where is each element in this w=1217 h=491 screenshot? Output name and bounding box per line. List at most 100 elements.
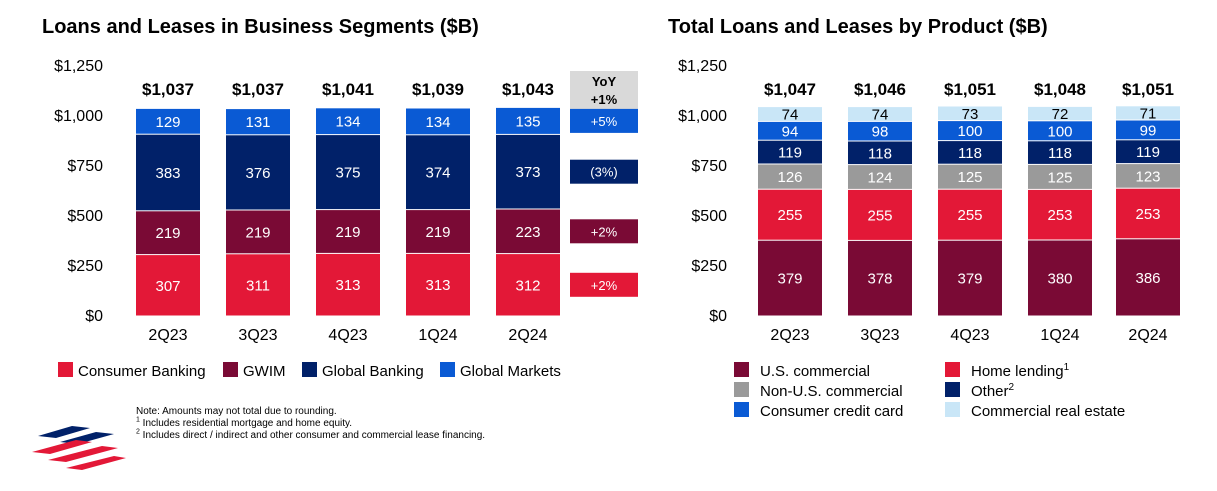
segments-value-global-banking-4q23: 375 (335, 165, 360, 182)
products-value-u-s-commercial-2q24: 386 (1135, 270, 1160, 287)
segments-bar-global-banking-4q23 (316, 135, 380, 210)
products-bar-commercial-real-estate-1q24 (1028, 106, 1092, 121)
products-value-home-lending-2q24: 253 (1135, 206, 1160, 223)
segments-bar-consumer-banking-2q24 (496, 254, 560, 316)
products-y-tick-1250: $1,250 (678, 58, 727, 75)
segments-y-tick-1250: $1,250 (54, 58, 103, 75)
products-value-commercial-real-estate-1q24: 72 (1052, 106, 1069, 123)
products-value-other-2q24: 119 (1136, 144, 1160, 161)
products-legend-label-non-u-s-commercial: Non-U.S. commercial (760, 383, 903, 400)
segments-x-axis: 2Q23 3Q23 4Q23 1Q24 2Q24 (148, 327, 547, 344)
products-value-non-u-s-commercial-4q23: 125 (957, 169, 982, 186)
segments-value-global-banking-2q23: 383 (155, 165, 180, 182)
yoy-change-consumer-banking: +2% (591, 278, 618, 293)
segments-value-gwim-3q23: 219 (245, 224, 270, 241)
segments-x-label-4q23: 4Q23 (328, 327, 367, 344)
products-value-consumer-credit-card-1q24: 100 (1047, 123, 1072, 140)
segments-bar-global-banking-2q24 (496, 134, 560, 209)
products-legend-swatch-u-s-commercial (734, 362, 749, 377)
products-x-label-4q23: 4Q23 (950, 327, 989, 344)
products-bar-consumer-credit-card-1q24 (1028, 121, 1092, 141)
products-bar-other-3q23 (848, 141, 912, 165)
products-total-4q23: $1,051 (944, 80, 996, 99)
products-bar-commercial-real-estate-4q23 (938, 106, 1002, 121)
products-value-consumer-credit-card-2q24: 99 (1140, 122, 1157, 139)
segments-value-global-markets-3q23: 131 (245, 114, 270, 131)
segments-bar-gwim-2q23 (136, 211, 200, 255)
segments-value-global-markets-1q24: 134 (425, 114, 450, 131)
products-value-u-s-commercial-4q23: 379 (957, 271, 982, 288)
products-y-tick-750: $750 (691, 158, 727, 175)
products-legend-label-consumer-credit-card: Consumer credit card (760, 403, 903, 420)
yoy-total-change: +1% (591, 92, 618, 107)
yoy-box-global-banking (570, 159, 638, 184)
segments-bar-consumer-banking-4q23 (316, 253, 380, 316)
segments-total-4q23: $1,041 (322, 80, 374, 99)
segments-bar-global-markets-3q23 (226, 109, 290, 135)
segments-bar-consumer-banking-3q23 (226, 254, 290, 316)
products-total-3q23: $1,046 (854, 80, 906, 99)
products-y-axis: $0 $250 $500 $750 $1,000 $1,250 (678, 58, 727, 325)
products-bar-other-2q24 (1116, 140, 1180, 164)
products-legend-swatch-non-u-s-commercial (734, 382, 749, 397)
segments-y-tick-500: $500 (67, 208, 103, 225)
products-value-u-s-commercial-3q23: 378 (867, 271, 892, 288)
products-total-1q24: $1,048 (1034, 80, 1086, 99)
segments-value-consumer-banking-2q23: 307 (155, 278, 180, 295)
products-value-non-u-s-commercial-1q24: 125 (1047, 169, 1072, 186)
products-value-other-2q23: 119 (778, 145, 802, 162)
segments-value-consumer-banking-4q23: 313 (335, 277, 360, 294)
segments-bar-global-markets-1q24 (406, 108, 470, 135)
segments-bar-global-markets-2q24 (496, 107, 560, 134)
segments-value-global-banking-2q24: 373 (515, 164, 540, 181)
products-totals: $1,047 $1,046 $1,051 $1,048 $1,051 (764, 80, 1174, 99)
segments-legend-swatch-global-banking (302, 362, 317, 377)
products-y-tick-1000: $1,000 (678, 108, 727, 125)
yoy-header: YoY (592, 74, 617, 89)
products-legend-label-commercial-real-estate: Commercial real estate (971, 403, 1125, 420)
segments-bar-global-markets-4q23 (316, 108, 380, 135)
segments-y-axis: $0 $250 $500 $750 $1,000 $1,250 (54, 58, 103, 325)
segments-bar-consumer-banking-2q23 (136, 255, 200, 316)
segments-total-2q24: $1,043 (502, 80, 554, 99)
products-bar-consumer-credit-card-4q23 (938, 121, 1002, 141)
products-y-tick-500: $500 (691, 208, 727, 225)
segments-value-global-markets-4q23: 134 (335, 114, 360, 131)
yoy-change-global-banking: (3%) (590, 165, 617, 180)
segments-x-label-2q23: 2Q23 (148, 327, 187, 344)
segments-value-consumer-banking-1q24: 313 (425, 277, 450, 294)
segments-total-2q23: $1,037 (142, 80, 194, 99)
segments-value-consumer-banking-2q24: 312 (515, 277, 540, 294)
products-value-home-lending-4q23: 255 (957, 207, 982, 224)
segments-bar-global-banking-3q23 (226, 135, 290, 210)
segments-legend-label-global-markets: Global Markets (460, 363, 561, 380)
bank-flag-logo (32, 426, 126, 470)
products-legend-swatch-other (945, 382, 960, 397)
products-value-consumer-credit-card-3q23: 98 (872, 124, 889, 141)
products-value-non-u-s-commercial-2q23: 126 (777, 169, 802, 186)
products-y-tick-250: $250 (691, 258, 727, 275)
products-bar-non-u-s-commercial-1q24 (1028, 164, 1092, 189)
products-value-commercial-real-estate-2q24: 71 (1140, 105, 1157, 122)
products-value-consumer-credit-card-4q23: 100 (957, 123, 982, 140)
segments-y-tick-0: $0 (85, 308, 103, 325)
segments-legend-swatch-gwim (223, 362, 238, 377)
products-bar-other-1q24 (1028, 141, 1092, 164)
segments-legend-label-global-banking: Global Banking (322, 363, 424, 380)
products-bar-non-u-s-commercial-3q23 (848, 165, 912, 189)
yoy-header-box (570, 71, 638, 109)
products-x-label-2q23: 2Q23 (770, 327, 809, 344)
segments-chart: Loans and Leases in Business Segments ($… (42, 16, 638, 380)
note-other: 2 Includes direct / indirect and other c… (136, 428, 486, 441)
products-legend-label-other: Other2 (971, 382, 1015, 400)
products-bar-non-u-s-commercial-2q24 (1116, 164, 1180, 188)
segments-legend-label-gwim: GWIM (243, 363, 286, 380)
products-bar-consumer-credit-card-2q24 (1116, 120, 1180, 140)
yoy-box-global-markets (570, 108, 638, 133)
segments-totals: $1,037 $1,037 $1,041 $1,039 $1,043 (142, 80, 554, 99)
products-bar-commercial-real-estate-2q23 (758, 107, 822, 121)
products-bar-consumer-credit-card-3q23 (848, 121, 912, 141)
segments-bar-global-markets-2q23 (136, 108, 200, 134)
segments-x-label-3q23: 3Q23 (238, 327, 277, 344)
